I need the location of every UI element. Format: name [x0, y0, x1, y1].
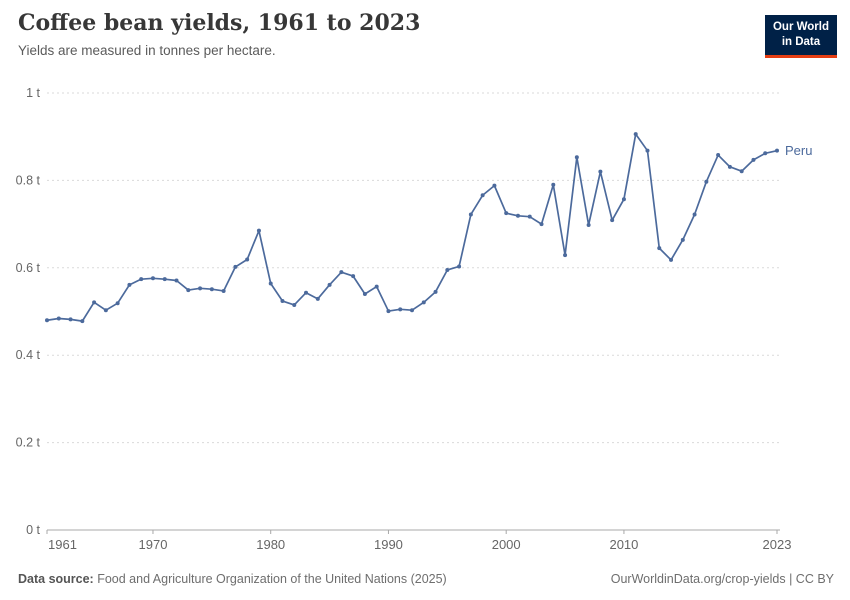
data-point-2009[interactable] [610, 218, 615, 223]
data-point-1994[interactable] [433, 289, 438, 294]
chart-footer: Data source: Food and Agriculture Organi… [18, 572, 834, 586]
x-axis-tick-label: 1961 [48, 537, 77, 552]
x-axis-tick-label: 2010 [609, 537, 638, 552]
owid-url-link[interactable]: OurWorldinData.org/crop-yields [610, 572, 786, 586]
owid-logo: Our World in Data [764, 15, 837, 58]
data-point-2000[interactable] [504, 211, 509, 216]
x-axis-tick-label: 1990 [374, 537, 403, 552]
series-line-peru[interactable] [46, 133, 778, 322]
data-point-1996[interactable] [457, 264, 462, 269]
data-point-1995[interactable] [445, 267, 450, 272]
data-point-1993[interactable] [421, 300, 426, 305]
data-point-2010[interactable] [621, 197, 626, 202]
data-point-2017[interactable] [704, 179, 709, 184]
data-point-1966[interactable] [103, 308, 108, 313]
data-point-1986[interactable] [339, 270, 344, 275]
data-point-1998[interactable] [480, 193, 485, 198]
data-point-1997[interactable] [468, 212, 473, 217]
y-axis-tick-label: 0.6 t [16, 261, 41, 275]
data-point-1991[interactable] [398, 307, 403, 312]
x-axis-tick-label: 2000 [492, 537, 521, 552]
data-point-1982[interactable] [292, 302, 297, 307]
data-source-label: Data source: [18, 572, 94, 586]
data-point-1963[interactable] [68, 317, 73, 322]
data-point-1978[interactable] [245, 257, 250, 262]
data-point-1990[interactable] [386, 309, 391, 314]
data-point-1968[interactable] [127, 282, 132, 287]
data-point-1961[interactable] [45, 318, 49, 323]
data-point-1969[interactable] [139, 277, 144, 282]
license-label: CC BY [795, 572, 834, 586]
data-point-1983[interactable] [304, 290, 309, 295]
data-point-2016[interactable] [692, 212, 697, 217]
data-point-1976[interactable] [221, 288, 226, 293]
data-point-2006[interactable] [574, 155, 579, 160]
data-point-2015[interactable] [680, 237, 685, 242]
data-point-1987[interactable] [351, 274, 356, 279]
data-point-1965[interactable] [92, 300, 97, 305]
data-point-2019[interactable] [727, 164, 732, 169]
x-axis-tick-label: 1970 [139, 537, 168, 552]
credit-note: OurWorldinData.org/crop-yields | CC BY [611, 572, 834, 586]
data-point-1985[interactable] [327, 282, 332, 287]
data-point-1979[interactable] [256, 228, 261, 233]
data-point-2003[interactable] [539, 222, 544, 227]
credit-separator: | [785, 572, 796, 586]
data-point-1970[interactable] [150, 276, 155, 281]
data-point-2023[interactable] [775, 148, 779, 153]
data-point-2007[interactable] [586, 222, 591, 227]
y-axis-tick-label: 0 t [26, 523, 40, 537]
data-point-1981[interactable] [280, 299, 285, 304]
data-point-2014[interactable] [669, 257, 674, 262]
data-point-1974[interactable] [198, 286, 203, 291]
x-axis-tick-label: 2023 [763, 537, 792, 552]
data-point-2021[interactable] [751, 157, 756, 162]
y-axis-tick-label: 1 t [26, 86, 40, 100]
data-point-1989[interactable] [374, 284, 379, 289]
data-point-1977[interactable] [233, 264, 238, 269]
data-point-1964[interactable] [80, 319, 85, 324]
series-label-peru[interactable]: Peru [785, 143, 812, 158]
data-source-note: Data source: Food and Agriculture Organi… [18, 572, 447, 586]
y-axis-tick-label: 0.8 t [16, 173, 41, 187]
data-point-2012[interactable] [645, 148, 650, 153]
data-point-2018[interactable] [716, 153, 721, 158]
data-point-1988[interactable] [362, 292, 367, 297]
data-point-1971[interactable] [162, 277, 167, 282]
data-point-1980[interactable] [268, 281, 273, 286]
y-axis-tick-label: 0.2 t [16, 436, 41, 450]
y-axis-tick-label: 0.4 t [16, 348, 41, 362]
data-point-2002[interactable] [527, 214, 532, 219]
data-point-1992[interactable] [410, 308, 414, 313]
data-point-2004[interactable] [551, 182, 556, 187]
data-point-1967[interactable] [115, 301, 120, 306]
data-source-text: Food and Agriculture Organization of the… [93, 572, 447, 586]
data-point-1972[interactable] [174, 278, 179, 283]
logo-line-2: in Data [781, 35, 821, 48]
data-point-1975[interactable] [209, 287, 214, 292]
logo-line-1: Our World [772, 21, 829, 33]
data-point-2005[interactable] [563, 253, 568, 258]
chart-header: Coffee bean yields, 1961 to 2023 Yields … [18, 10, 740, 58]
data-point-2013[interactable] [657, 246, 662, 251]
data-point-2011[interactable] [633, 132, 638, 137]
chart-subtitle: Yields are measured in tonnes per hectar… [18, 43, 276, 59]
data-point-2001[interactable] [515, 213, 520, 218]
data-point-2020[interactable] [739, 169, 744, 174]
data-point-2008[interactable] [598, 169, 603, 174]
chart-title: Coffee bean yields, 1961 to 2023 [18, 10, 421, 36]
data-point-1962[interactable] [56, 316, 61, 321]
data-point-1999[interactable] [492, 183, 497, 188]
data-point-2022[interactable] [763, 151, 768, 156]
data-point-1984[interactable] [315, 296, 320, 301]
x-axis-tick-label: 1980 [256, 537, 285, 552]
data-point-1973[interactable] [186, 288, 191, 293]
